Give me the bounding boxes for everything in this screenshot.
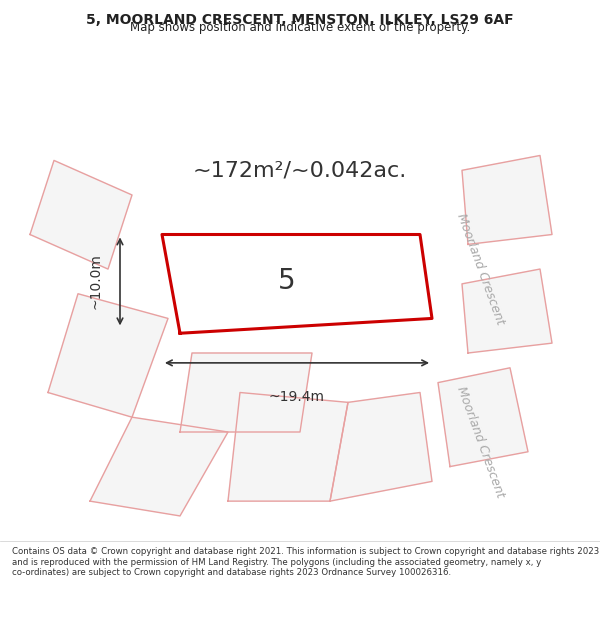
Text: 5, MOORLAND CRESCENT, MENSTON, ILKLEY, LS29 6AF: 5, MOORLAND CRESCENT, MENSTON, ILKLEY, L… <box>86 13 514 27</box>
Polygon shape <box>90 418 228 516</box>
Polygon shape <box>48 294 168 418</box>
Text: Contains OS data © Crown copyright and database right 2021. This information is : Contains OS data © Crown copyright and d… <box>12 548 599 577</box>
Polygon shape <box>162 234 432 333</box>
Text: Moorland Crescent: Moorland Crescent <box>454 212 506 326</box>
Text: Map shows position and indicative extent of the property.: Map shows position and indicative extent… <box>130 21 470 34</box>
Polygon shape <box>330 392 432 501</box>
Text: ~172m²/~0.042ac.: ~172m²/~0.042ac. <box>193 160 407 180</box>
Text: ~10.0m: ~10.0m <box>88 254 102 309</box>
Polygon shape <box>438 368 528 466</box>
Polygon shape <box>30 161 132 269</box>
Text: 5: 5 <box>278 267 296 295</box>
Text: ~19.4m: ~19.4m <box>269 390 325 404</box>
Polygon shape <box>462 269 552 353</box>
Polygon shape <box>462 156 552 244</box>
Text: Moorland Crescent: Moorland Crescent <box>454 384 506 499</box>
Polygon shape <box>228 392 348 501</box>
Polygon shape <box>180 353 312 432</box>
